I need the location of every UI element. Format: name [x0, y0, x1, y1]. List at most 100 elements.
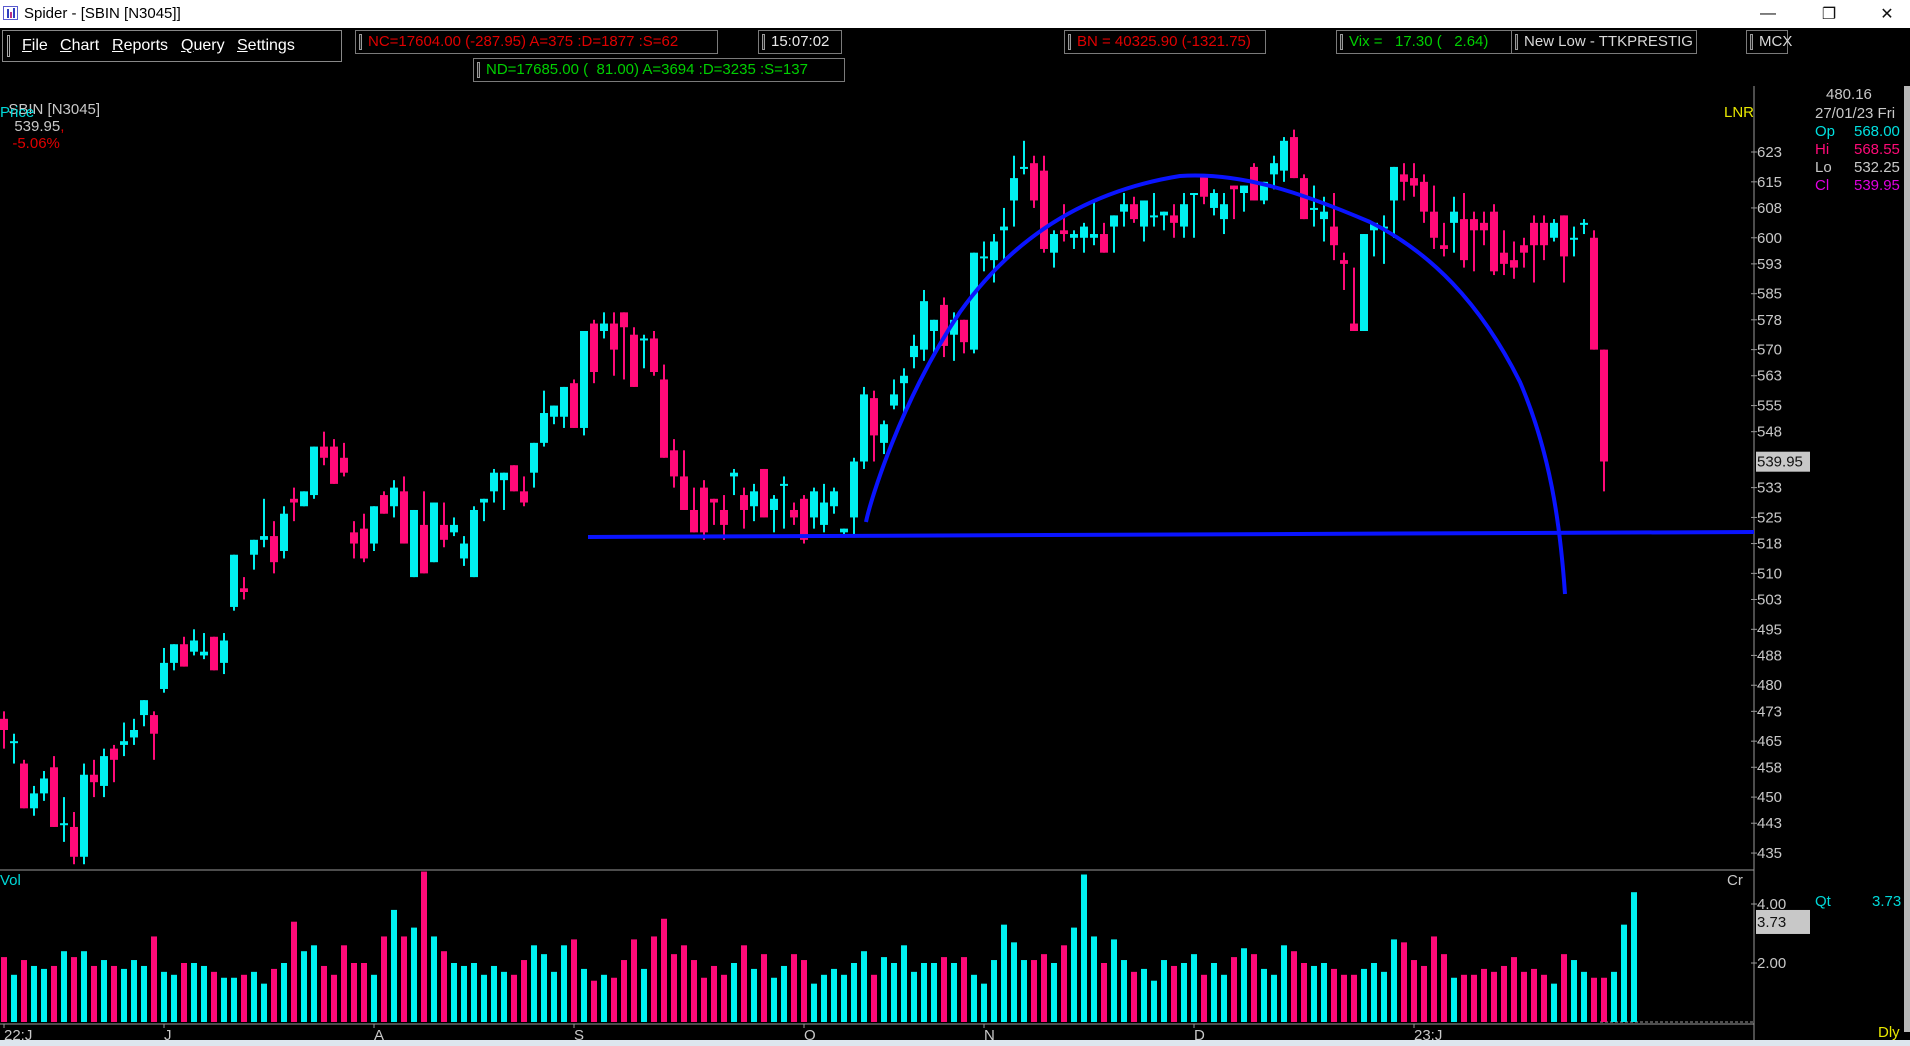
volume-bar — [411, 927, 417, 1022]
volume-bar — [241, 974, 247, 1022]
volume-bar — [1351, 974, 1357, 1022]
volume-bar — [51, 965, 57, 1022]
volume-bar — [861, 951, 867, 1022]
time-tick-label: D — [1194, 1027, 1205, 1044]
volume-bar — [1301, 963, 1307, 1022]
volume-bar — [1241, 948, 1247, 1022]
candle-body — [700, 487, 708, 533]
close-button[interactable]: ✕ — [1880, 6, 1894, 23]
volume-bar — [1191, 954, 1197, 1022]
candle-body — [1540, 222, 1548, 246]
candle-body — [170, 644, 178, 663]
menu-settings-rest: ettings — [247, 37, 295, 54]
price-tick-label: 570 — [1757, 342, 1782, 359]
candle-body — [310, 446, 318, 496]
restore-button[interactable]: ❐ — [1821, 6, 1837, 23]
open-value: 568.00 — [1854, 123, 1900, 140]
candle-body — [680, 476, 688, 510]
candle-body — [760, 468, 768, 518]
support-trendline[interactable] — [587, 530, 1755, 539]
candle-body — [530, 442, 538, 473]
volume-bar — [781, 965, 787, 1022]
menu-file[interactable]: File — [22, 37, 48, 54]
volume-bar — [1621, 924, 1627, 1022]
volume-bar — [351, 963, 357, 1022]
menu-settings[interactable]: Settings — [237, 37, 295, 54]
volume-bar — [1331, 968, 1337, 1022]
volume-tick-label: 4.00 — [1757, 896, 1786, 913]
candle-body — [620, 312, 628, 328]
candle-body — [1280, 140, 1288, 171]
volume-bar — [31, 965, 37, 1022]
candle-body — [1110, 215, 1118, 227]
candle-body — [110, 748, 118, 760]
menu-file-rest: ile — [31, 37, 48, 54]
volume-bar — [1251, 954, 1257, 1022]
candle-body — [650, 338, 658, 373]
candle-body — [400, 491, 408, 544]
price-tick-label: 548 — [1757, 424, 1782, 441]
candle-body — [360, 528, 368, 559]
vertical-scrollbar[interactable] — [1904, 86, 1910, 1032]
interval-label[interactable]: Dly — [1878, 1024, 1900, 1041]
vix-ticker[interactable]: Vix = 17.30 ( 2.64) — [1336, 30, 1512, 54]
candle-body — [1200, 174, 1208, 197]
candle-body — [510, 465, 518, 492]
low-label: Lo — [1815, 159, 1832, 176]
volume-bar — [151, 936, 157, 1022]
volume-bar — [1221, 974, 1227, 1022]
candle-body — [1130, 204, 1138, 220]
candle-body — [830, 491, 838, 507]
candle-body — [790, 509, 798, 518]
volume-bar — [21, 960, 27, 1022]
volume-bar — [1461, 974, 1467, 1022]
volume-bar — [691, 960, 697, 1022]
volume-bar — [1031, 960, 1037, 1022]
change-percent: -5.06% — [12, 135, 60, 152]
volume-bar — [1081, 874, 1087, 1022]
volume-bar — [121, 968, 127, 1022]
volume-bar — [771, 977, 777, 1022]
candle-body — [380, 495, 388, 514]
candle-body — [740, 495, 748, 510]
menu-reports[interactable]: Reports — [112, 37, 169, 54]
window-title: Spider - [SBIN [N3045]] — [24, 5, 181, 22]
mcx-ticker[interactable]: MCX — [1746, 30, 1792, 54]
volume-last-marker — [1756, 909, 1810, 934]
volume-bar — [1021, 960, 1027, 1022]
volume-bar — [761, 954, 767, 1022]
menu-chart[interactable]: Chart — [60, 37, 100, 54]
nifty-cash-ticker[interactable]: NC=17604.00 (-287.95) A=375 :D=1877 :S=6… — [355, 30, 718, 54]
candle-body — [910, 345, 918, 358]
volume-bar — [541, 954, 547, 1022]
volume-bar — [171, 974, 177, 1022]
volume-bar — [791, 954, 797, 1022]
volume-bar — [1161, 960, 1167, 1022]
volume-bar — [1531, 968, 1537, 1022]
candle-body — [30, 793, 38, 809]
volume-bar — [281, 963, 287, 1022]
volume-bar — [161, 971, 167, 1022]
candle-body — [770, 498, 778, 510]
candle-body — [50, 767, 58, 827]
candle-body — [0, 718, 8, 730]
scale-mode-label[interactable]: LNR — [1724, 104, 1755, 121]
volume-bar — [1501, 965, 1507, 1022]
rounding-top-arc[interactable] — [864, 173, 1567, 595]
candle-body — [70, 826, 78, 857]
volume-bar — [1471, 974, 1477, 1022]
volume-bar — [921, 963, 927, 1022]
volume-bar — [491, 965, 497, 1022]
menu-query[interactable]: Query — [181, 37, 225, 54]
minimize-button[interactable]: — — [1760, 5, 1776, 22]
volume-bar — [821, 974, 827, 1022]
volume-bar — [341, 945, 347, 1022]
new-low-ticker[interactable]: New Low - TTKPRESTIG — [1511, 30, 1697, 54]
candle-body — [600, 323, 608, 331]
candle-body — [480, 498, 488, 503]
price-volume-chart[interactable]: 623 615 608 600 593 585 578 570 563 555 548 533 525 5… — [0, 72, 1904, 1046]
volume-bar — [1551, 983, 1557, 1022]
nifty-derivative-ticker[interactable]: ND=17685.00 ( 81.00) A=3694 :D=3235 :S=1… — [473, 58, 845, 82]
banknifty-ticker[interactable]: BN = 40325.90 (-1321.75) — [1064, 30, 1266, 54]
candle-body — [1060, 230, 1068, 235]
